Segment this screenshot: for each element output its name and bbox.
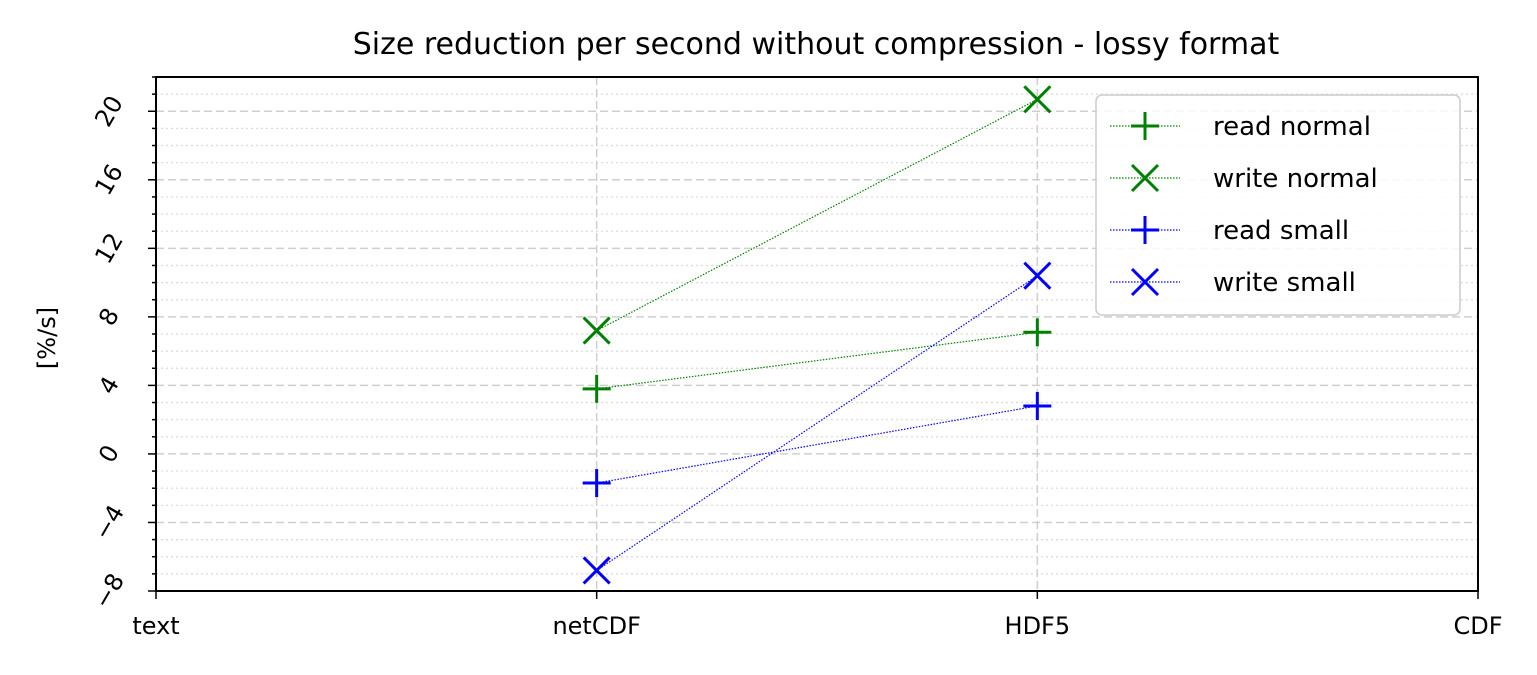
data-point	[1023, 318, 1052, 347]
legend-label: read small	[1213, 216, 1349, 246]
legend-marker	[1130, 267, 1160, 297]
x-tick-label: CDF	[1453, 612, 1502, 640]
y-tick-label: −8	[88, 569, 130, 614]
data-point	[582, 316, 611, 345]
series-line	[596, 275, 1038, 571]
data-point	[582, 556, 611, 585]
legend-marker	[1131, 112, 1159, 140]
y-tick-label: 8	[93, 303, 125, 330]
data-point	[582, 469, 611, 498]
legend-label: write normal	[1213, 164, 1378, 194]
legend-marker	[1130, 163, 1160, 193]
data-point	[1023, 261, 1052, 290]
y-tick-label: 4	[93, 372, 125, 399]
series-line	[596, 331, 1038, 390]
x-tick-label: text	[132, 612, 179, 640]
y-tick-label: −4	[88, 500, 130, 545]
series-layer	[582, 85, 1052, 585]
series-line	[596, 405, 1038, 484]
data-point	[582, 374, 611, 403]
chart-title: Size reduction per second without compre…	[353, 27, 1280, 62]
legend-marker	[1131, 216, 1159, 244]
legend-box	[1095, 94, 1461, 316]
legend-label: read normal	[1213, 112, 1371, 142]
x-tick-label: netCDF	[552, 612, 640, 640]
series-line	[596, 98, 1038, 332]
data-point	[1023, 391, 1052, 420]
y-tick-label: 16	[89, 160, 129, 200]
x-tick-label: HDF5	[1005, 612, 1071, 640]
legend-label: write small	[1213, 268, 1356, 298]
y-tick-label: 20	[89, 91, 129, 131]
y-tick-label: 12	[89, 228, 129, 268]
y-tick-label: 0	[93, 440, 125, 467]
data-point	[1023, 85, 1052, 114]
legend: read normal write normal read small write s…	[1095, 94, 1461, 316]
y-axis-label: [%/s]	[33, 307, 61, 369]
